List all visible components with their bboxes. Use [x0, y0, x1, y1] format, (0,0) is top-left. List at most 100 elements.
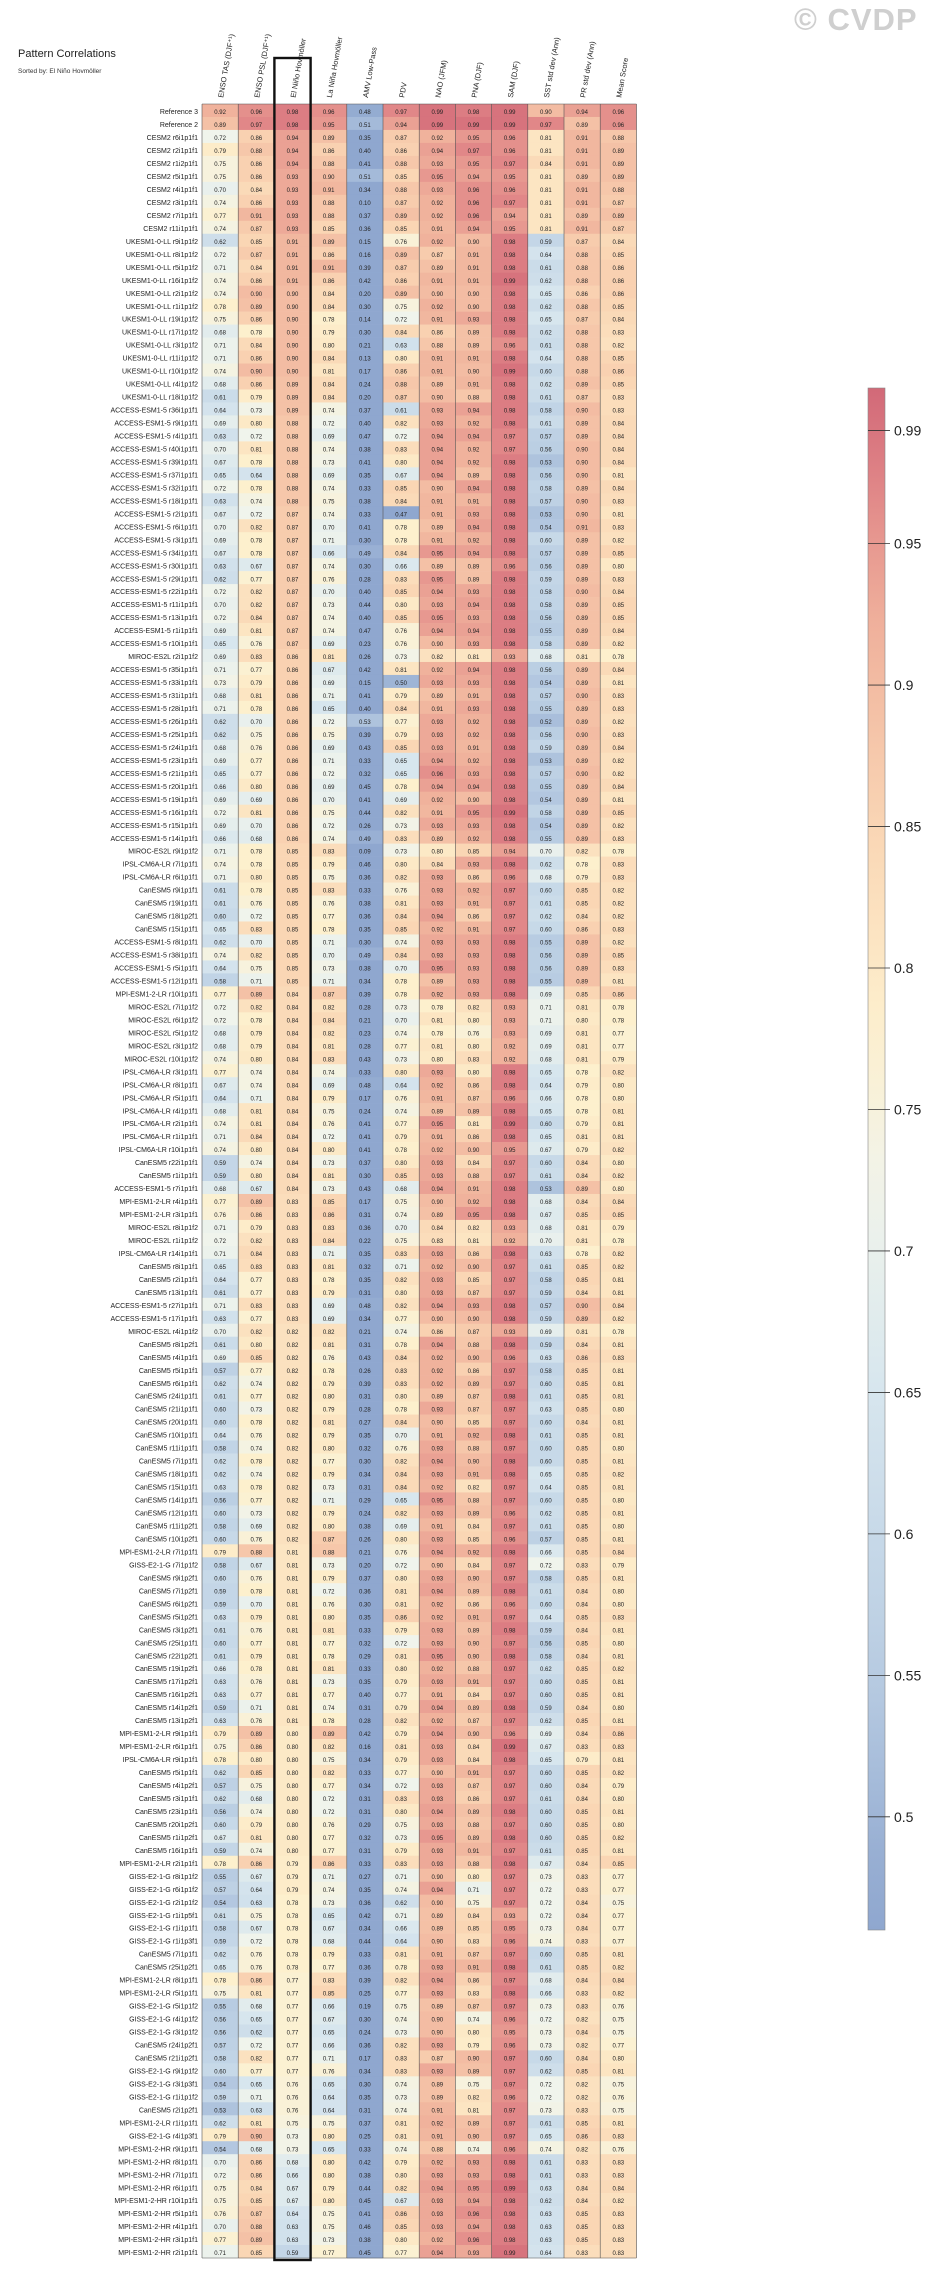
heatmap-cell: [310, 2141, 348, 2155]
heatmap-cell: [527, 2141, 565, 2155]
heatmap-cell: [419, 1168, 456, 1182]
cell-value: 0.72: [540, 1563, 552, 1569]
heatmap-cell: [383, 1570, 420, 1584]
heatmap-cell: [274, 2128, 311, 2142]
heatmap-cell: [383, 1492, 420, 1506]
cell-value: 0.88: [612, 188, 624, 194]
cell-value: 0.26: [359, 1537, 371, 1543]
cell-value: 0.78: [612, 850, 624, 856]
cell-value: 0.79: [287, 1875, 299, 1881]
cell-value: 0.31: [359, 1810, 371, 1816]
heatmap-cell: [600, 2154, 637, 2168]
heatmap-cell: [564, 869, 601, 883]
heatmap-cell: [455, 545, 492, 559]
cell-value: 0.30: [359, 1174, 371, 1180]
row-label: ACCESS-ESM1-5 r16i1p1f1: [110, 810, 198, 817]
cell-value: 0.89: [576, 629, 588, 635]
heatmap-cell: [238, 1012, 275, 1026]
cell-value: 0.80: [468, 1070, 480, 1076]
row-label: CanESM5 r3i1p1f1: [139, 1796, 198, 1803]
heatmap-cell: [310, 1622, 348, 1636]
cell-value: 0.76: [612, 2147, 624, 2153]
heatmap-cell: [346, 895, 384, 909]
heatmap-cell: [527, 454, 565, 468]
heatmap-cell: [419, 1713, 456, 1727]
heatmap-cell: [564, 597, 601, 611]
heatmap-cell: [310, 1310, 348, 1325]
cell-value: 0.83: [468, 1940, 480, 1946]
heatmap-cell: [491, 1648, 529, 1662]
cell-value: 0.65: [395, 759, 407, 765]
heatmap-cell: [419, 1790, 456, 1805]
heatmap-cell: [491, 636, 529, 650]
cell-value: 0.21: [359, 1330, 371, 1336]
cell-value: 0.83: [250, 1265, 262, 1271]
heatmap-cell: [310, 1531, 348, 1545]
cell-value: 0.91: [468, 1849, 480, 1855]
heatmap-cell: [383, 467, 420, 481]
heatmap-cell: [274, 1609, 311, 1623]
cell-value: 0.84: [287, 1122, 299, 1128]
cell-value: 0.86: [468, 915, 480, 921]
cell-value: 0.83: [612, 707, 624, 713]
heatmap-cell: [310, 1907, 348, 1921]
heatmap-cell: [564, 623, 601, 637]
cell-value: 0.75: [323, 2212, 335, 2218]
cell-value: 0.83: [612, 2238, 624, 2244]
heatmap-cell: [455, 116, 492, 131]
cell-value: 0.78: [250, 1460, 262, 1466]
cell-value: 0.89: [431, 1927, 443, 1933]
cell-value: 0.77: [250, 772, 262, 778]
cell-value: 0.66: [395, 1927, 407, 1933]
row-label: GISS-E2-1-G r4i1p3f1: [129, 2133, 198, 2140]
heatmap-cell: [202, 1181, 239, 1195]
heatmap-cell: [600, 181, 637, 196]
cell-value: 0.93: [287, 201, 299, 207]
cell-value: 0.77: [612, 1044, 624, 1050]
cell-value: 0.74: [250, 1070, 262, 1076]
heatmap-cell: [274, 1245, 311, 1260]
cell-value: 0.81: [250, 1836, 262, 1842]
heatmap-cell: [274, 545, 311, 559]
cell-value: 0.90: [576, 772, 588, 778]
cell-value: 0.72: [214, 2173, 226, 2179]
cell-value: 0.62: [214, 1473, 226, 1479]
heatmap-cell: [346, 2037, 384, 2051]
heatmap-cell: [310, 623, 348, 637]
cell-value: 0.70: [323, 590, 335, 596]
cell-value: 0.80: [395, 357, 407, 363]
heatmap-cell: [600, 1284, 637, 1299]
heatmap-cell: [310, 648, 348, 663]
cell-value: 0.95: [504, 1148, 516, 1154]
cell-value: 0.94: [431, 1732, 443, 1738]
heatmap-cell: [238, 2141, 275, 2155]
heatmap-cell: [238, 389, 275, 403]
heatmap-cell: [491, 415, 529, 429]
heatmap-cell: [383, 350, 420, 364]
heatmap-cell: [527, 571, 565, 585]
cell-value: 0.61: [540, 1174, 552, 1180]
heatmap-cell: [310, 2167, 348, 2181]
cell-value: 0.92: [504, 1057, 516, 1063]
heatmap-cell: [202, 1038, 239, 1052]
heatmap-cell: [491, 713, 529, 728]
cell-value: 0.56: [540, 473, 552, 479]
cell-value: 0.80: [612, 1499, 624, 1505]
cell-value: 0.81: [612, 1576, 624, 1582]
cell-value: 0.98: [504, 1810, 516, 1816]
heatmap-cell: [419, 337, 456, 351]
heatmap-cell: [419, 1829, 456, 1844]
cell-value: 0.83: [576, 1888, 588, 1894]
heatmap-cell: [346, 610, 384, 624]
heatmap-cell: [491, 856, 529, 870]
heatmap-cell: [455, 220, 492, 235]
cell-value: 0.84: [576, 1654, 588, 1660]
cell-value: 0.59: [540, 1291, 552, 1297]
cell-value: 0.91: [576, 136, 588, 142]
row-label: MPI-ESM1-2-LR r6i1p1f1: [119, 1744, 198, 1751]
heatmap-cell: [238, 1388, 275, 1402]
cell-value: 0.88: [576, 344, 588, 350]
heatmap-cell: [419, 1284, 456, 1299]
heatmap-cell: [238, 1155, 275, 1169]
heatmap-cell: [455, 765, 492, 780]
